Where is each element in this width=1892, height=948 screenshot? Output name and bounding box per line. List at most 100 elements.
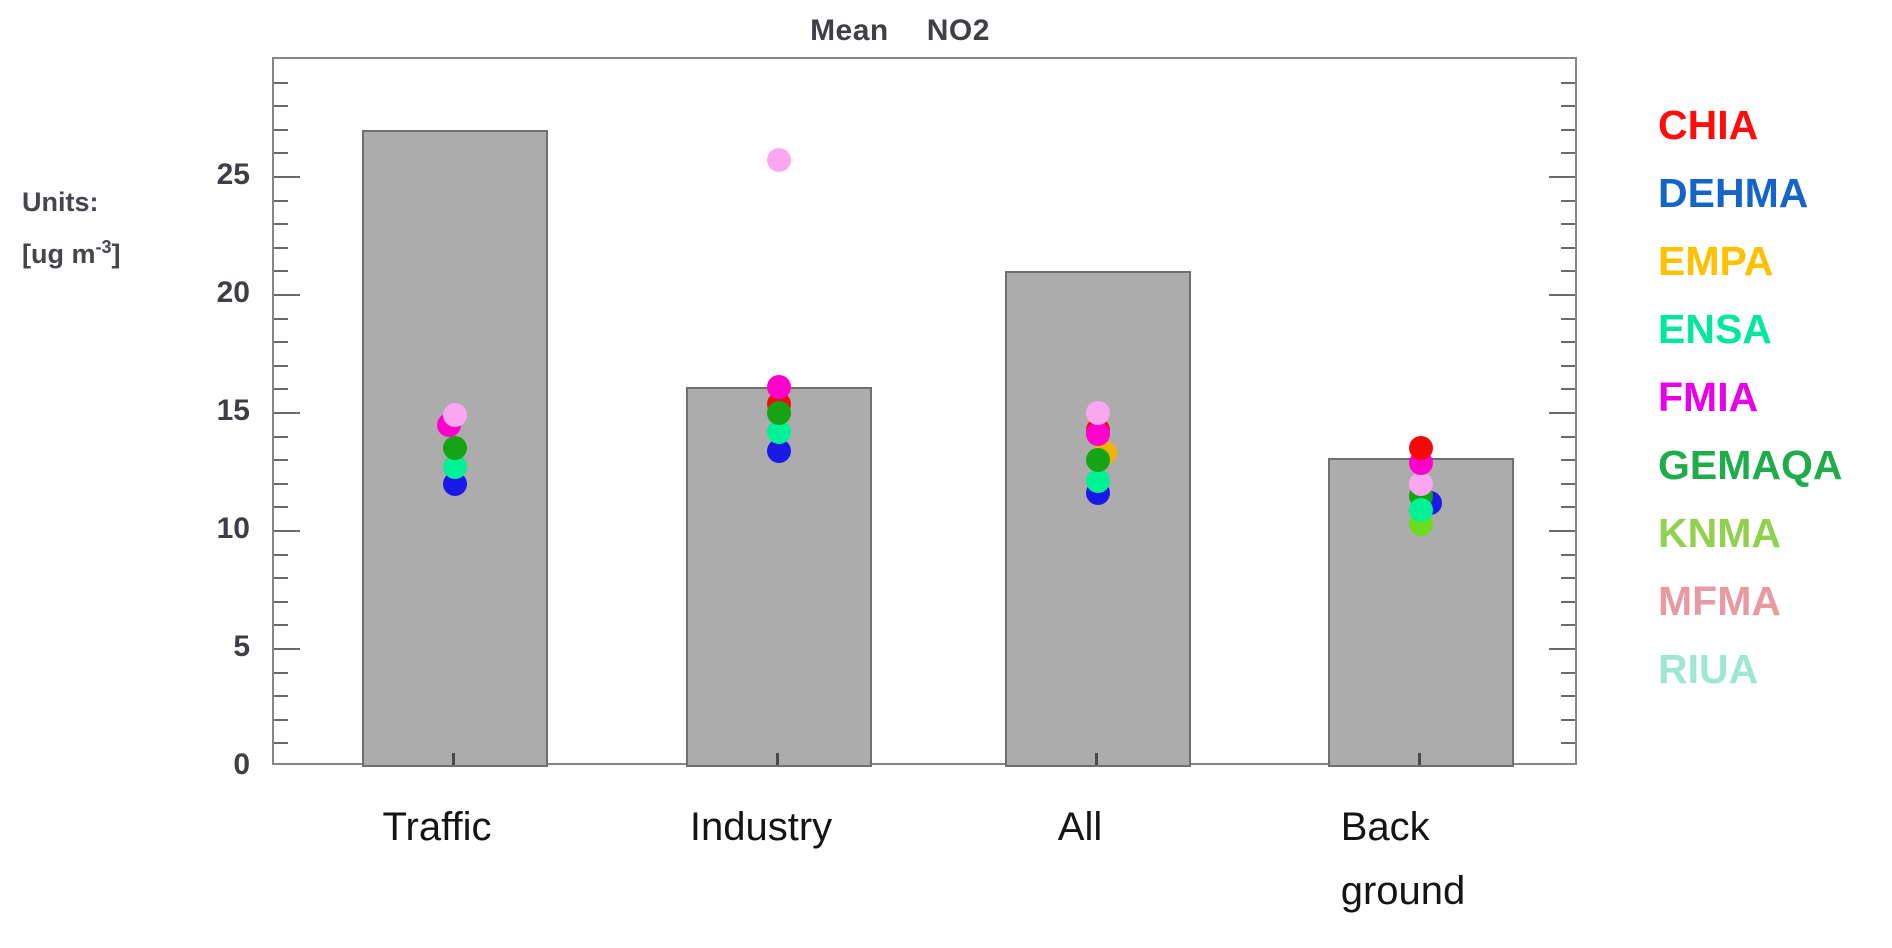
legend-item-empa: EMPA [1658, 227, 1843, 295]
legend-item-knma: KNMA [1658, 499, 1843, 567]
y-axis-tick-left [274, 600, 288, 603]
y-axis-tick-left [274, 81, 288, 84]
y-axis-tick-right [1561, 128, 1575, 131]
y-axis-tick-left [274, 128, 288, 131]
y-axis-tick-right [1561, 459, 1575, 462]
y-axis-tick-right [1561, 695, 1575, 698]
y-axis-tick-right [1561, 223, 1575, 226]
y-axis-tick-right [1549, 412, 1575, 414]
y-axis-tick-right [1561, 671, 1575, 674]
y-axis-tick-left [274, 648, 300, 650]
x-axis-label-back-ground: Back ground [1340, 805, 1466, 913]
legend-label: CHIA [1658, 101, 1759, 148]
y-axis-tick-right [1561, 742, 1575, 745]
y-axis-tick-right [1561, 388, 1575, 391]
legend-label: RIUA [1658, 645, 1759, 692]
y-axis-tick-left [274, 105, 288, 108]
y-axis-tick-right [1561, 199, 1575, 202]
y-axis-tick-left [274, 270, 288, 273]
legend-item-gemaqa: GEMAQA [1658, 431, 1843, 499]
data-point-dot-gemaqa [443, 436, 467, 461]
legend-item-riua: RIUA [1658, 635, 1843, 703]
y-axis-tick-right [1561, 624, 1575, 627]
y-axis-units-label: Units: [ug m-3] [22, 186, 121, 272]
chart-title-word-mean: Mean [810, 14, 889, 47]
x-axis-tick [452, 753, 455, 765]
y-axis-tick-right [1561, 553, 1575, 556]
y-axis-tick-right [1549, 294, 1575, 296]
x-axis-label-industry: Industry [689, 805, 833, 849]
y-axis-tick-right [1561, 506, 1575, 509]
y-axis-tick-label: 15 [216, 394, 250, 427]
x-axis-tick [776, 753, 779, 765]
data-point-dot-mfma [767, 148, 791, 173]
chart-title: Mean NO2 [600, 14, 1200, 48]
data-point-dot-chia [1409, 436, 1433, 461]
y-axis-tick-label: 25 [216, 158, 250, 191]
y-axis-tick-left [274, 577, 288, 580]
y-axis-tick-right [1561, 435, 1575, 438]
y-axis-tick-left [274, 223, 288, 226]
y-axis-tick-left [274, 199, 288, 202]
x-axis-tick [1095, 753, 1098, 765]
y-axis-tick-left [274, 294, 300, 296]
data-point-dot-gemaqa [767, 401, 791, 425]
y-axis-tick-right [1561, 317, 1575, 320]
y-axis-tick-right [1549, 530, 1575, 532]
legend-item-chia: CHIA [1658, 91, 1843, 159]
data-point-dot-fmia [1086, 422, 1110, 447]
y-axis-tick-left [274, 695, 288, 698]
y-axis-tick-left [274, 152, 288, 155]
y-axis-tick-right [1549, 176, 1575, 178]
y-axis-tick-label: 0 [233, 748, 250, 781]
y-axis-tick-label: 20 [216, 276, 250, 309]
y-axis-tick-left [274, 341, 288, 344]
legend-item-mfma: MFMA [1658, 567, 1843, 635]
legend-label: ENSA [1658, 305, 1772, 352]
y-axis-tick-left [274, 718, 288, 721]
y-axis-tick-left [274, 246, 288, 249]
y-axis-tick-right [1561, 270, 1575, 273]
y-axis-tick-right [1549, 648, 1575, 650]
legend-label: FMIA [1658, 373, 1759, 420]
chart-title-word-no2: NO2 [926, 14, 990, 47]
y-axis-tick-left [274, 317, 288, 320]
y-axis-tick-left [274, 435, 288, 438]
y-axis-tick-left [274, 482, 288, 485]
units-value: [ug m-3] [22, 236, 121, 269]
y-axis-tick-right [1561, 152, 1575, 155]
data-point-dot-mfma [1086, 401, 1110, 425]
legend-item-dehma: DEHMA [1658, 159, 1843, 227]
legend: CHIA DEHMA EMPA ENSA FMIA GEMAQA KNMA MFMA RIUA [1658, 91, 1843, 703]
data-point-dot-ensa [1409, 497, 1433, 522]
y-axis-tick-left [274, 553, 288, 556]
bar-all [1005, 271, 1191, 767]
data-point-dot-ensa [1086, 469, 1110, 494]
y-axis-tick-left [274, 388, 288, 391]
y-axis-tick-right [1561, 105, 1575, 108]
legend-label: MFMA [1658, 577, 1781, 624]
y-axis-tick-left [274, 364, 288, 367]
y-axis-tick-label: 10 [216, 512, 250, 545]
y-axis-tick-left [274, 530, 300, 532]
data-point-dot-mfma [1409, 471, 1433, 496]
y-axis-tick-label: 5 [233, 630, 250, 663]
y-axis-tick-left [274, 742, 288, 745]
legend-label: KNMA [1658, 509, 1781, 556]
y-axis-tick-right [1561, 364, 1575, 367]
data-point-dot-gemaqa [1086, 448, 1110, 473]
x-axis-label-all: All [1057, 805, 1103, 849]
units-exponent: -3 [95, 236, 112, 257]
legend-label: DEHMA [1658, 169, 1809, 216]
legend-item-fmia: FMIA [1658, 363, 1843, 431]
y-axis-tick-right [1561, 577, 1575, 580]
y-axis-tick-right [1561, 482, 1575, 485]
data-point-dot-fmia [767, 375, 791, 400]
legend-label: EMPA [1658, 237, 1774, 284]
legend-label: GEMAQA [1658, 441, 1843, 488]
y-axis-tick-left [274, 624, 288, 627]
y-axis-tick-right [1561, 600, 1575, 603]
plot-area [272, 57, 1577, 767]
units-caption: Units: [22, 187, 99, 217]
